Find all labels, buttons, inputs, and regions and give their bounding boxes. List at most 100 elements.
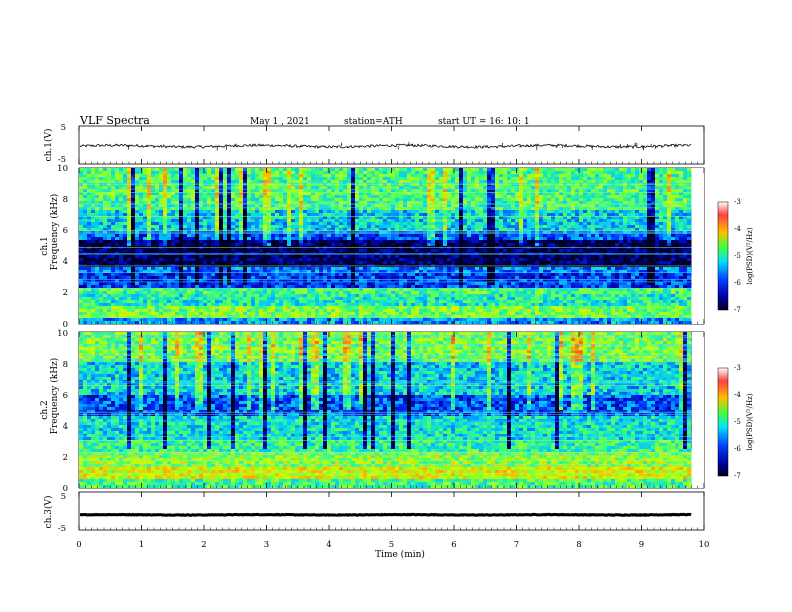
ch1-spectrogram-cell [275, 174, 279, 177]
ch1-spectrogram-cell [235, 240, 239, 243]
ch1-spectrogram-cell [195, 195, 199, 198]
ch1-spectrogram-cell [231, 180, 235, 183]
ch1-spectrogram-cell [195, 219, 199, 222]
ch1-spectrogram-cell [231, 204, 235, 207]
ch1-spectrogram-cell [679, 225, 683, 228]
ch1-spectrogram-cell [391, 168, 395, 171]
ch1-spectrogram-cell [399, 234, 403, 237]
ch1-spectrogram-cell [391, 192, 395, 195]
ch1-spectrogram-cell [679, 210, 683, 213]
ch1-spectrogram-cell [351, 240, 355, 243]
ch1-spectrogram-cell [371, 189, 375, 192]
ch1-spectrogram-cell [323, 237, 327, 240]
ch1-spectrogram-cell [687, 249, 691, 252]
ch1-spectrogram-cell [467, 207, 471, 210]
ch1-spectrogram-cell [359, 168, 363, 171]
ch1-spectrogram-cell [487, 237, 491, 240]
ch1-spectrogram-cell [663, 255, 667, 258]
ch1-spectrogram-cell [327, 195, 331, 198]
ch1-spectrogram-cell [627, 174, 631, 177]
ch1-spectrogram-cell [327, 216, 331, 219]
ch1-spectrogram-cell [651, 261, 655, 264]
ch1-spectrogram-cell [523, 258, 527, 261]
ch1-spectrogram-cell [115, 180, 119, 183]
ch1-spectrogram-cell [659, 168, 663, 171]
ch1-spectrogram-cell [471, 243, 475, 246]
ch1-spectrogram-cell [551, 258, 555, 261]
ch1-spectrogram-cell [159, 192, 163, 195]
ch1-spectrogram-cell [315, 195, 319, 198]
ch1-spectrogram-cell [331, 243, 335, 246]
ch1-spectrogram-cell [243, 171, 247, 174]
ch1-spectrogram-cell [395, 243, 399, 246]
ch1-spectrogram-cell [215, 180, 219, 183]
ch1-spectrogram-cell [619, 186, 623, 189]
ch1-spectrogram-cell [319, 195, 323, 198]
ch1-spectrogram-cell [667, 171, 671, 174]
ch1-spectrogram-cell [155, 228, 159, 231]
ch1-spectrogram-cell [503, 258, 507, 261]
ch1-spectrogram-cell [487, 204, 491, 207]
ch1-spectrogram-cell [99, 228, 103, 231]
ch1-spectrogram-cell [359, 240, 363, 243]
ch1-spectrogram-cell [615, 258, 619, 261]
ch1-spectrogram-cell [523, 171, 527, 174]
ch1-spectrogram-cell [163, 243, 167, 246]
ch1-spectrogram-cell [455, 180, 459, 183]
ch1-spectrogram-cell [447, 195, 451, 198]
ch1-spectrogram-cell [635, 225, 639, 228]
ch1-spectrogram-cell [567, 237, 571, 240]
ch1-spectrogram-cell [243, 180, 247, 183]
ch1-spectrogram-cell [683, 195, 687, 198]
ch1-spectrogram-cell [491, 201, 495, 204]
ch1-spectrogram-cell [147, 258, 151, 261]
ch1-spectrogram-cell [563, 219, 567, 222]
ch1-spectrogram-cell [583, 237, 587, 240]
ch1-spectrogram-cell [595, 171, 599, 174]
ch1-spectrogram-cell [431, 243, 435, 246]
ch1-spectrogram-cell [403, 186, 407, 189]
ch1-spectrogram-cell [503, 243, 507, 246]
ch1-spectrogram-cell [243, 225, 247, 228]
ch1-spectrogram-cell [199, 189, 203, 192]
ch1-spectrogram-cell [471, 255, 475, 258]
ch1-spectrogram-cell [127, 261, 131, 264]
ch1-spectrogram-cell [595, 228, 599, 231]
ch1-spectrogram-cell [427, 180, 431, 183]
ch1-spectrogram-cell [411, 204, 415, 207]
ch1-spectrogram-cell [271, 258, 275, 261]
ch1-spectrogram-cell [163, 198, 167, 201]
ch1-spectrogram-cell [243, 222, 247, 225]
ch1-spectrogram-cell [415, 192, 419, 195]
ch1-spectrogram-cell [255, 210, 259, 213]
ch1-spectrogram-cell [191, 228, 195, 231]
ch1-spectrogram-cell [175, 228, 179, 231]
ch1-spectrogram-cell [627, 240, 631, 243]
ch1-spectrogram-cell [503, 198, 507, 201]
ch1-spectrogram-cell [183, 174, 187, 177]
ch1-spectrogram-cell [639, 198, 643, 201]
ch1-spectrogram-cell [379, 195, 383, 198]
ch1-spectrogram-cell [199, 243, 203, 246]
ch1-spectrogram-cell [431, 186, 435, 189]
ch1-spectrogram-cell [563, 207, 567, 210]
ch1-spectrogram-cell [107, 234, 111, 237]
ch1-spectrogram-cell [627, 189, 631, 192]
ch1-spectrogram-cell [115, 192, 119, 195]
ch1-spectrogram-cell [675, 213, 679, 216]
ch1-spectrogram-cell [107, 249, 111, 252]
ch1-spectrogram-cell [451, 204, 455, 207]
ch1-spectrogram-cell [335, 234, 339, 237]
ch1-spectrogram-cell [315, 261, 319, 264]
ch1-spectrogram-cell [303, 243, 307, 246]
ch1-spectrogram-cell [487, 186, 491, 189]
ch1-spectrogram-cell [191, 255, 195, 258]
ch1-spectrogram-cell [487, 219, 491, 222]
ch1-spectrogram-cell [79, 213, 83, 216]
ch1-spectrogram-cell [111, 234, 115, 237]
ch1-spectrogram-cell [207, 174, 211, 177]
ch1-spectrogram-cell [263, 234, 267, 237]
ch1-spectrogram-cell [407, 243, 411, 246]
ch1-spectrogram-cell [523, 237, 527, 240]
ch1-spectrogram-cell [103, 225, 107, 228]
